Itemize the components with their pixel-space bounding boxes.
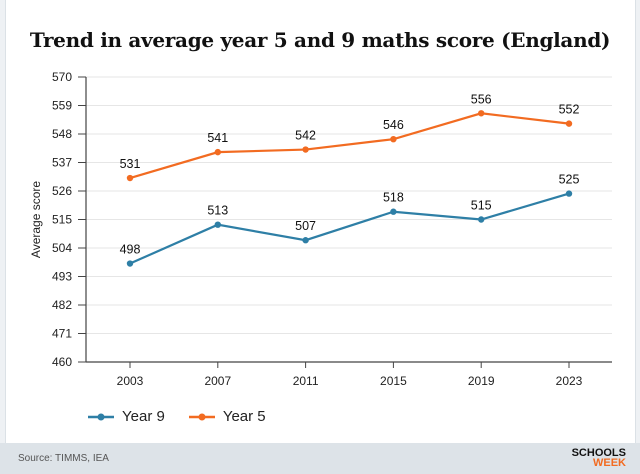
x-tick-label: 2007 <box>204 374 231 388</box>
footer: Source: TIMMS, IEA SCHOOLS WEEK <box>0 443 640 474</box>
y-tick-label: 471 <box>52 327 72 341</box>
data-point <box>390 135 397 143</box>
y-axis-label: Average score <box>29 181 43 258</box>
data-label: 518 <box>383 191 404 205</box>
line-chart: 460 471 482 493 504 515 526 537 548 559 570 2003 200… <box>29 70 612 388</box>
source-text: Source: TIMMS, IEA <box>18 453 109 464</box>
data-label: 556 <box>471 92 492 106</box>
y-tick-label: 482 <box>52 298 72 312</box>
logo-top: SCHOOLS <box>571 447 626 459</box>
legend-marker <box>88 413 114 420</box>
data-point <box>126 260 134 267</box>
y-tick-label: 504 <box>52 241 72 255</box>
data-point <box>478 216 485 223</box>
data-label: 552 <box>559 103 580 117</box>
data-point <box>390 208 397 215</box>
y-tick-label: 493 <box>52 270 72 284</box>
x-tick-label: 2019 <box>468 374 495 388</box>
data-point <box>478 110 485 117</box>
y-tick-label: 559 <box>52 99 72 113</box>
legend: Year 9 Year 5 <box>88 408 266 425</box>
chart-card <box>5 0 636 444</box>
data-label: 546 <box>383 118 404 132</box>
legend-label: Year 5 <box>222 408 266 425</box>
chart-title: Trend in average year 5 and 9 maths scor… <box>29 28 611 52</box>
x-tick-label: 2011 <box>293 374 319 388</box>
data-label: 507 <box>295 219 316 233</box>
data-point <box>565 190 573 197</box>
data-point <box>214 148 221 156</box>
data-label: 498 <box>120 243 141 257</box>
legend-marker <box>188 413 215 420</box>
series-line-year-5 <box>129 112 570 180</box>
x-tick-label: 2015 <box>380 374 407 388</box>
data-label: 531 <box>120 157 141 171</box>
series-line-year-9 <box>129 192 570 265</box>
data-point <box>565 120 573 127</box>
data-label: 525 <box>559 173 580 187</box>
x-tick-label: 2003 <box>117 374 144 388</box>
y-tick-label: 460 <box>52 355 72 369</box>
data-point <box>214 221 221 228</box>
legend-item: Year 5 <box>188 408 266 425</box>
data-label: 513 <box>207 204 228 218</box>
y-tick-label: 526 <box>52 184 72 198</box>
data-label: 515 <box>471 199 492 213</box>
y-tick-label: 515 <box>52 213 72 227</box>
schools-week-logo: SCHOOLS WEEK <box>571 447 626 469</box>
y-tick-label: 537 <box>52 156 72 170</box>
data-point <box>302 146 309 153</box>
data-label: 542 <box>295 129 316 143</box>
x-tick-label: 2023 <box>556 374 583 388</box>
y-tick-label: 570 <box>52 70 72 84</box>
y-tick-label: 548 <box>52 127 72 141</box>
legend-label: Year 9 <box>122 408 165 425</box>
legend-item: Year 9 <box>88 408 165 425</box>
data-point <box>302 237 309 244</box>
logo-bottom: WEEK <box>593 457 626 469</box>
data-point <box>126 174 134 182</box>
data-label: 541 <box>207 131 228 145</box>
